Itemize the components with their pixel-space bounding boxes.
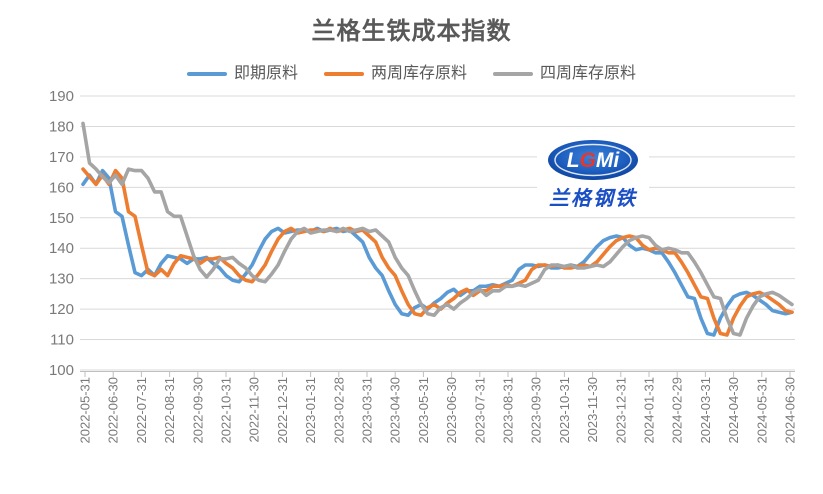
series-line-2 <box>81 121 794 337</box>
lgmi-logo-graphic: LGMi 兰格钢铁 <box>544 140 642 210</box>
x-axis-label: 2024-05-31 <box>754 377 769 444</box>
logo-ring <box>554 143 632 177</box>
x-axis-label: 2023-10-31 <box>557 377 572 444</box>
legend-swatch-four-week-icon <box>493 71 533 77</box>
x-axis-label: 2023-02-28 <box>331 377 346 444</box>
x-axis-label: 2023-12-31 <box>613 377 628 444</box>
y-axis-label: 120 <box>49 301 74 318</box>
logo-text-sub: 兰格钢铁 <box>549 187 638 210</box>
logo-swoosh-right <box>633 143 642 176</box>
legend-label: 两周库存原料 <box>370 65 467 82</box>
x-axis-label: 2023-01-31 <box>303 377 318 444</box>
x-axis-label: 2024-03-31 <box>698 377 713 444</box>
chart-title: 兰格生铁成本指数 <box>311 18 512 45</box>
legend-item-spot: 即期原料 <box>186 65 298 82</box>
series-line-1 <box>81 167 794 337</box>
x-axis-label: 2023-03-31 <box>360 377 375 444</box>
x-axis-label: 2024-02-29 <box>670 377 685 444</box>
y-axis-label: 170 <box>49 149 74 166</box>
y-axis-label: 180 <box>49 118 74 135</box>
x-axis-label: 2024-06-30 <box>783 377 798 444</box>
x-axis-label: 2023-07-31 <box>472 377 487 444</box>
y-axis-label: 130 <box>49 271 74 288</box>
x-axis-label: 2022-06-30 <box>106 377 121 444</box>
x-axis-label: 2023-11-30 <box>585 377 600 443</box>
legend-label: 即期原料 <box>233 65 298 82</box>
x-axis-label: 2022-08-31 <box>162 377 177 444</box>
lgmi-logo: LGMi 兰格钢铁 <box>537 138 649 216</box>
x-axis-label: 2022-05-31 <box>78 377 93 444</box>
y-axis-label: 110 <box>50 332 74 349</box>
x-axis-label: 2023-04-30 <box>388 377 403 444</box>
y-axis-label: 190 <box>49 88 74 105</box>
legend-swatch-two-week-icon <box>323 71 364 77</box>
logo-text-lgmi: LGMi <box>567 149 621 172</box>
x-axis-label: 2022-10-31 <box>219 377 234 444</box>
x-axis-label: 2023-09-30 <box>529 377 544 444</box>
x-axis-label: 2024-01-31 <box>642 377 657 444</box>
y-axis-label: 160 <box>49 179 74 196</box>
logo-oval <box>548 140 638 180</box>
series-line-0 <box>81 168 794 337</box>
x-axis-label: 2022-12-31 <box>275 377 290 444</box>
legend-item-four-week: 四周库存原料 <box>493 66 636 82</box>
legend-item-two-week: 两周库存原料 <box>323 65 467 82</box>
x-axis-label: 2023-06-30 <box>444 377 459 444</box>
legend-swatch-spot-icon <box>186 71 227 77</box>
y-axis-label: 100 <box>49 362 74 379</box>
x-axis-label: 2022-07-31 <box>134 377 149 444</box>
logo-swoosh-left <box>544 143 553 176</box>
x-axis-label: 2023-05-31 <box>416 377 431 444</box>
legend-label: 四周库存原料 <box>540 65 637 82</box>
x-axis-label: 2022-09-30 <box>190 377 205 444</box>
x-axis-label: 2022-11-30 <box>247 377 262 443</box>
legend: 即期原料 两周库存原料 四周库存原料 <box>0 66 823 82</box>
x-axis-label: 2023-08-31 <box>501 377 516 444</box>
y-axis-label: 150 <box>49 210 74 227</box>
y-axis-label: 140 <box>49 240 74 257</box>
x-axis-label: 2024-04-30 <box>726 377 741 444</box>
